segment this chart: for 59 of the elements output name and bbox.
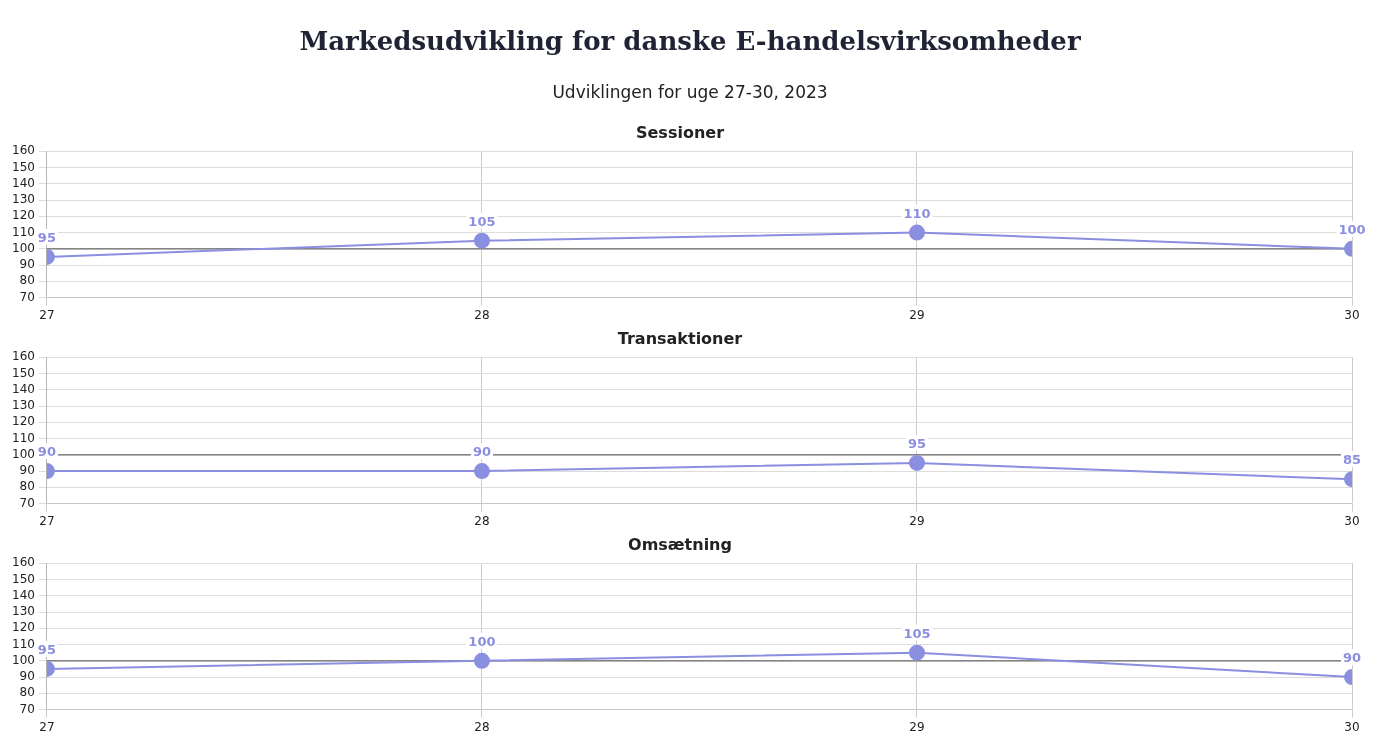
y-tick-label: 100 [12,652,35,667]
y-tick-label: 90 [19,463,35,478]
y-tick-label: 90 [19,669,35,684]
x-tick-label: 27 [39,719,55,734]
y-tick-label: 150 [12,365,35,380]
y-tick-label: 90 [19,257,35,272]
data-label: 95 [907,435,927,451]
x-tick-label: 30 [1344,307,1360,322]
x-tick-label: 30 [1344,513,1360,528]
data-label: 100 [468,633,496,649]
y-tick-label: 150 [12,571,35,586]
chart-title: Sessioner [635,122,725,142]
data-label: 95 [37,229,56,245]
y-tick-label: 110 [12,224,35,239]
y-tick-label: 80 [19,273,35,288]
y-tick-label: 80 [19,479,35,494]
x-tick-label: 29 [909,719,925,734]
y-tick-label: 160 [12,143,35,158]
y-tick-label: 70 [19,495,35,510]
chart-title: Omsætning [628,534,732,554]
x-tick-label: 29 [909,307,925,322]
y-tick-label: 80 [19,685,35,700]
y-tick-label: 70 [19,701,35,716]
data-label: 105 [903,625,931,641]
y-tick-label: 140 [12,587,35,602]
y-tick-label: 110 [12,636,35,651]
data-label: 95 [37,641,56,657]
x-tick-label: 27 [39,513,55,528]
y-tick-label: 160 [12,349,35,364]
data-label: 105 [468,213,496,229]
y-tick-label: 120 [12,414,35,429]
data-label: 110 [903,205,931,221]
y-tick-label: 100 [12,446,35,461]
x-tick-label: 28 [474,719,490,734]
x-tick-label: 28 [474,307,490,322]
y-tick-label: 110 [12,430,35,445]
data-label: 90 [472,444,491,460]
data-label: 85 [1342,452,1362,468]
y-tick-label: 130 [12,398,35,413]
data-label: 90 [37,444,56,460]
y-tick-label: 140 [12,175,35,190]
text: Markedsudvikling for danske E-handelsvirksomheder [298,25,1082,56]
y-tick-label: 100 [12,240,35,255]
y-tick-label: 160 [12,555,35,570]
x-tick-label: 30 [1344,719,1360,734]
text: Udviklingen for uge 27-30, 2023 [551,82,829,102]
x-tick-label: 28 [474,513,490,528]
y-tick-label: 150 [12,159,35,174]
y-tick-label: 70 [19,289,35,304]
data-label: 90 [1342,650,1362,666]
y-tick-label: 130 [12,604,35,619]
x-tick-label: 27 [39,307,55,322]
y-tick-label: 120 [12,620,35,635]
y-tick-label: 120 [12,208,35,223]
y-tick-label: 140 [12,381,35,396]
x-tick-label: 29 [909,513,925,528]
data-label: 100 [1338,221,1366,237]
chart-title: Transaktioner [617,328,743,348]
y-tick-label: 130 [12,192,35,207]
